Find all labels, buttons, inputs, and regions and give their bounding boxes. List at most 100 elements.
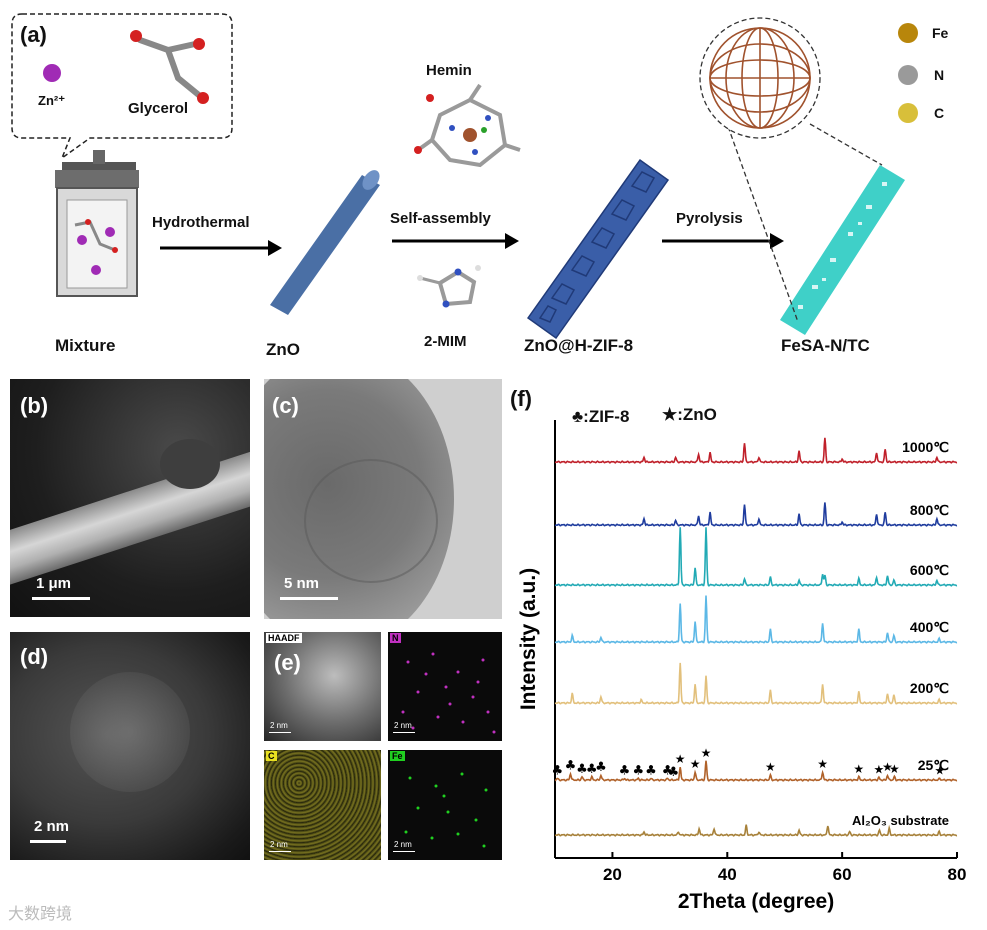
series-label: 25℃	[918, 757, 950, 773]
legend-zno: ★:ZnO	[662, 405, 717, 424]
panel-c-letter: (c)	[272, 393, 299, 418]
x-tick-label: 80	[948, 865, 967, 884]
zif8-marker: ♣	[551, 763, 563, 778]
zno-rod-icon	[270, 170, 380, 315]
series-line	[554, 662, 958, 705]
map-fe-scale-bar	[393, 851, 415, 852]
series-line	[554, 760, 958, 782]
x-axis-label: 2Theta (degree)	[678, 890, 834, 913]
background-particle	[160, 439, 220, 489]
zno-hzif8-tube-icon	[526, 158, 670, 340]
panel-c-scale-label: 5 nm	[284, 575, 320, 592]
series-label: 200℃	[910, 680, 949, 696]
series-line	[554, 595, 958, 644]
map-fe-label: Fe	[390, 751, 405, 761]
legend-c: C	[934, 105, 945, 121]
step-pyrolysis: Pyrolysis	[676, 210, 743, 227]
zoom-lines	[719, 103, 883, 323]
x-tick-label: 60	[833, 865, 852, 884]
panel-a-schematic	[11, 13, 918, 340]
fringe-layer	[304, 459, 438, 583]
fesa-tube-icon	[780, 165, 905, 335]
mim-molecule-icon	[417, 265, 481, 308]
map-haadf-scale-bar	[269, 732, 291, 733]
series-line	[554, 527, 958, 587]
bright-spot-region	[70, 672, 190, 792]
series-label: 400℃	[910, 619, 949, 635]
fullerene-icon	[709, 27, 811, 129]
process-arrows	[160, 239, 770, 250]
map-c: C 2 nm	[264, 750, 381, 860]
series-label: 1000℃	[902, 439, 949, 455]
legend-fe: Fe	[932, 25, 949, 41]
glycerol-molecule-icon	[137, 37, 203, 99]
step-hydrothermal: Hydrothermal	[152, 214, 250, 231]
map-n: N 2 nm	[388, 632, 502, 741]
panel-d-scale-label: 2 nm	[34, 818, 70, 835]
map-fe-dots	[404, 772, 488, 848]
xrd-chart: 20 40 60 80 2Theta (degree) Intensity (a.u.) 1…	[517, 420, 967, 913]
zif8-marker: ♣	[662, 763, 674, 778]
zno-marker: ★	[934, 763, 945, 777]
zn-label: Zn²⁺	[38, 93, 66, 108]
zno-marker: ★	[765, 760, 776, 774]
panel-b-sem-image: (b) 1 μm	[10, 379, 250, 617]
map-c-label: C	[266, 751, 277, 761]
panel-b-letter: (b)	[20, 393, 49, 418]
y-axis-label: Intensity (a.u.)	[517, 568, 540, 710]
zif8-marker: ♣	[595, 760, 607, 775]
legend-n: N	[934, 67, 945, 83]
c-sphere-icon	[898, 103, 918, 123]
mim-label: 2-MIM	[424, 333, 467, 350]
stage-zno-hzif8: ZnO@H-ZIF-8	[524, 336, 634, 355]
zif8-marker: ♣	[576, 762, 588, 777]
hemin-label: Hemin	[426, 62, 472, 79]
panel-f-letter: (f)	[510, 386, 532, 411]
zno-marker: ★	[889, 762, 900, 776]
n-sphere-icon	[898, 65, 918, 85]
zif8-marker: ♣	[645, 763, 657, 778]
zif8-marker: ♣	[565, 759, 577, 774]
panel-d-haadf-image: (d) 2 nm	[10, 632, 250, 860]
glycerol-label: Glycerol	[128, 100, 189, 117]
panel-a-letter: (a)	[20, 22, 47, 47]
map-n-scale: 2 nm	[394, 721, 412, 730]
x-tick-label: 20	[603, 865, 622, 884]
zno-marker: ★	[690, 757, 701, 771]
map-haadf-label: HAADF	[266, 633, 302, 643]
panel-b-scale-label: 1 μm	[36, 575, 72, 592]
series-label: Al₂O₃ substrate	[852, 813, 949, 828]
zif8-marker: ♣	[667, 765, 679, 780]
zno-marker: ★	[853, 762, 864, 776]
map-n-label: N	[390, 633, 401, 643]
stage-zno: ZnO	[266, 340, 300, 359]
map-c-scale-bar	[269, 851, 291, 852]
series-label: 600℃	[910, 562, 949, 578]
legend-zif8: ♣:ZIF-8	[572, 407, 630, 426]
panel-c-tem-image: (c) 5 nm	[264, 379, 502, 619]
zn-ion-icon	[43, 64, 61, 82]
zif8-marker: ♣	[586, 762, 598, 777]
stage-mixture: Mixture	[55, 336, 116, 355]
map-c-scale: 2 nm	[270, 840, 288, 849]
zno-marker: ★	[701, 746, 712, 760]
map-fe-scale: 2 nm	[394, 840, 412, 849]
map-haadf-scale: 2 nm	[270, 721, 288, 730]
map-n-scale-bar	[393, 732, 415, 733]
zno-marker: ★	[675, 752, 686, 766]
panel-e-letter: (e)	[274, 650, 301, 675]
zno-marker: ★	[874, 763, 885, 777]
bubble-outline	[11, 13, 233, 161]
panel-c-scale-bar	[280, 597, 338, 600]
zno-marker: ★	[882, 760, 893, 774]
panel-b-scale-bar	[32, 597, 90, 600]
map-haadf: HAADF (e) 2 nm	[264, 632, 381, 741]
map-n-dots	[401, 652, 496, 734]
watermark: 大数跨境	[8, 906, 73, 923]
series-label: 800℃	[910, 502, 949, 518]
stage-fesa: FeSA-N/TC	[781, 336, 870, 355]
panel-d-letter: (d)	[20, 644, 49, 669]
autoclave-icon	[55, 150, 139, 297]
x-tick-label: 40	[718, 865, 737, 884]
step-self-assembly: Self-assembly	[390, 210, 491, 227]
